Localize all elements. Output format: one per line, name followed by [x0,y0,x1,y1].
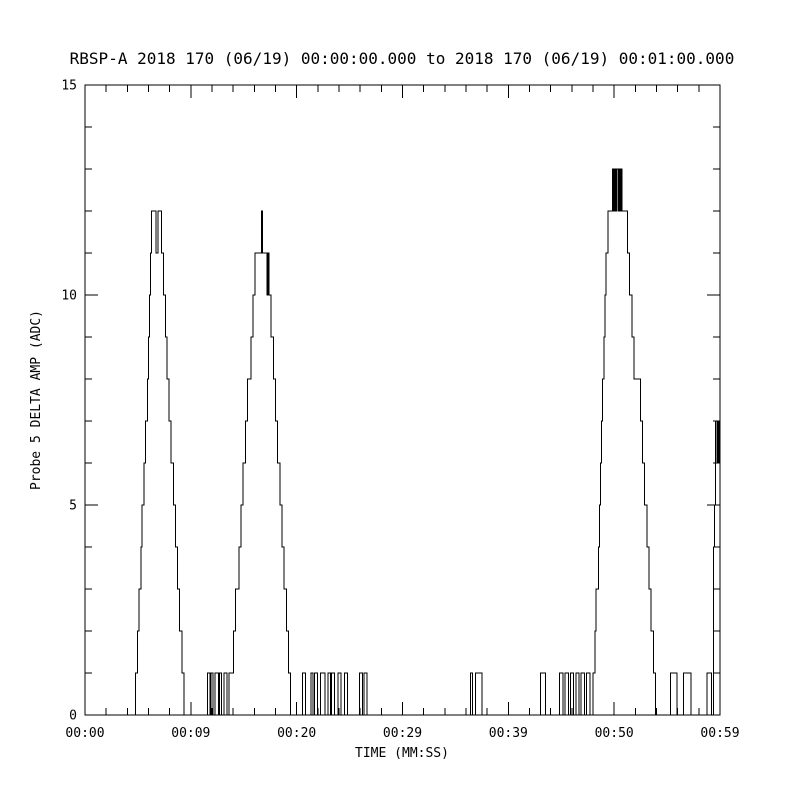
x-tick-label: 00:39 [489,726,528,741]
series-group [85,168,721,716]
x-tick-label: 00:00 [65,726,104,741]
chart-title: RBSP-A 2018 170 (06/19) 00:00:00.000 to … [70,49,735,68]
x-tick-label: 00:20 [277,726,316,741]
y-tick-label: 0 [69,709,77,724]
data-series-path [85,168,721,716]
y-tick-label: 15 [61,79,77,94]
x-axis-label: TIME (MM:SS) [355,746,449,761]
y-axis-label: Probe 5 DELTA AMP (ADC) [29,310,44,490]
x-tick-label: 00:29 [383,726,422,741]
y-tick-label: 5 [69,499,77,514]
x-tick-label: 00:50 [595,726,634,741]
tick-labels-group: 0 5 10 15 00:00 00:09 00:20 00:29 00:39 00:50 00:5… [61,79,739,742]
x-tick-label: 00:59 [700,726,739,741]
y-tick-label: 10 [61,289,77,304]
x-tick-label: 00:09 [171,726,210,741]
